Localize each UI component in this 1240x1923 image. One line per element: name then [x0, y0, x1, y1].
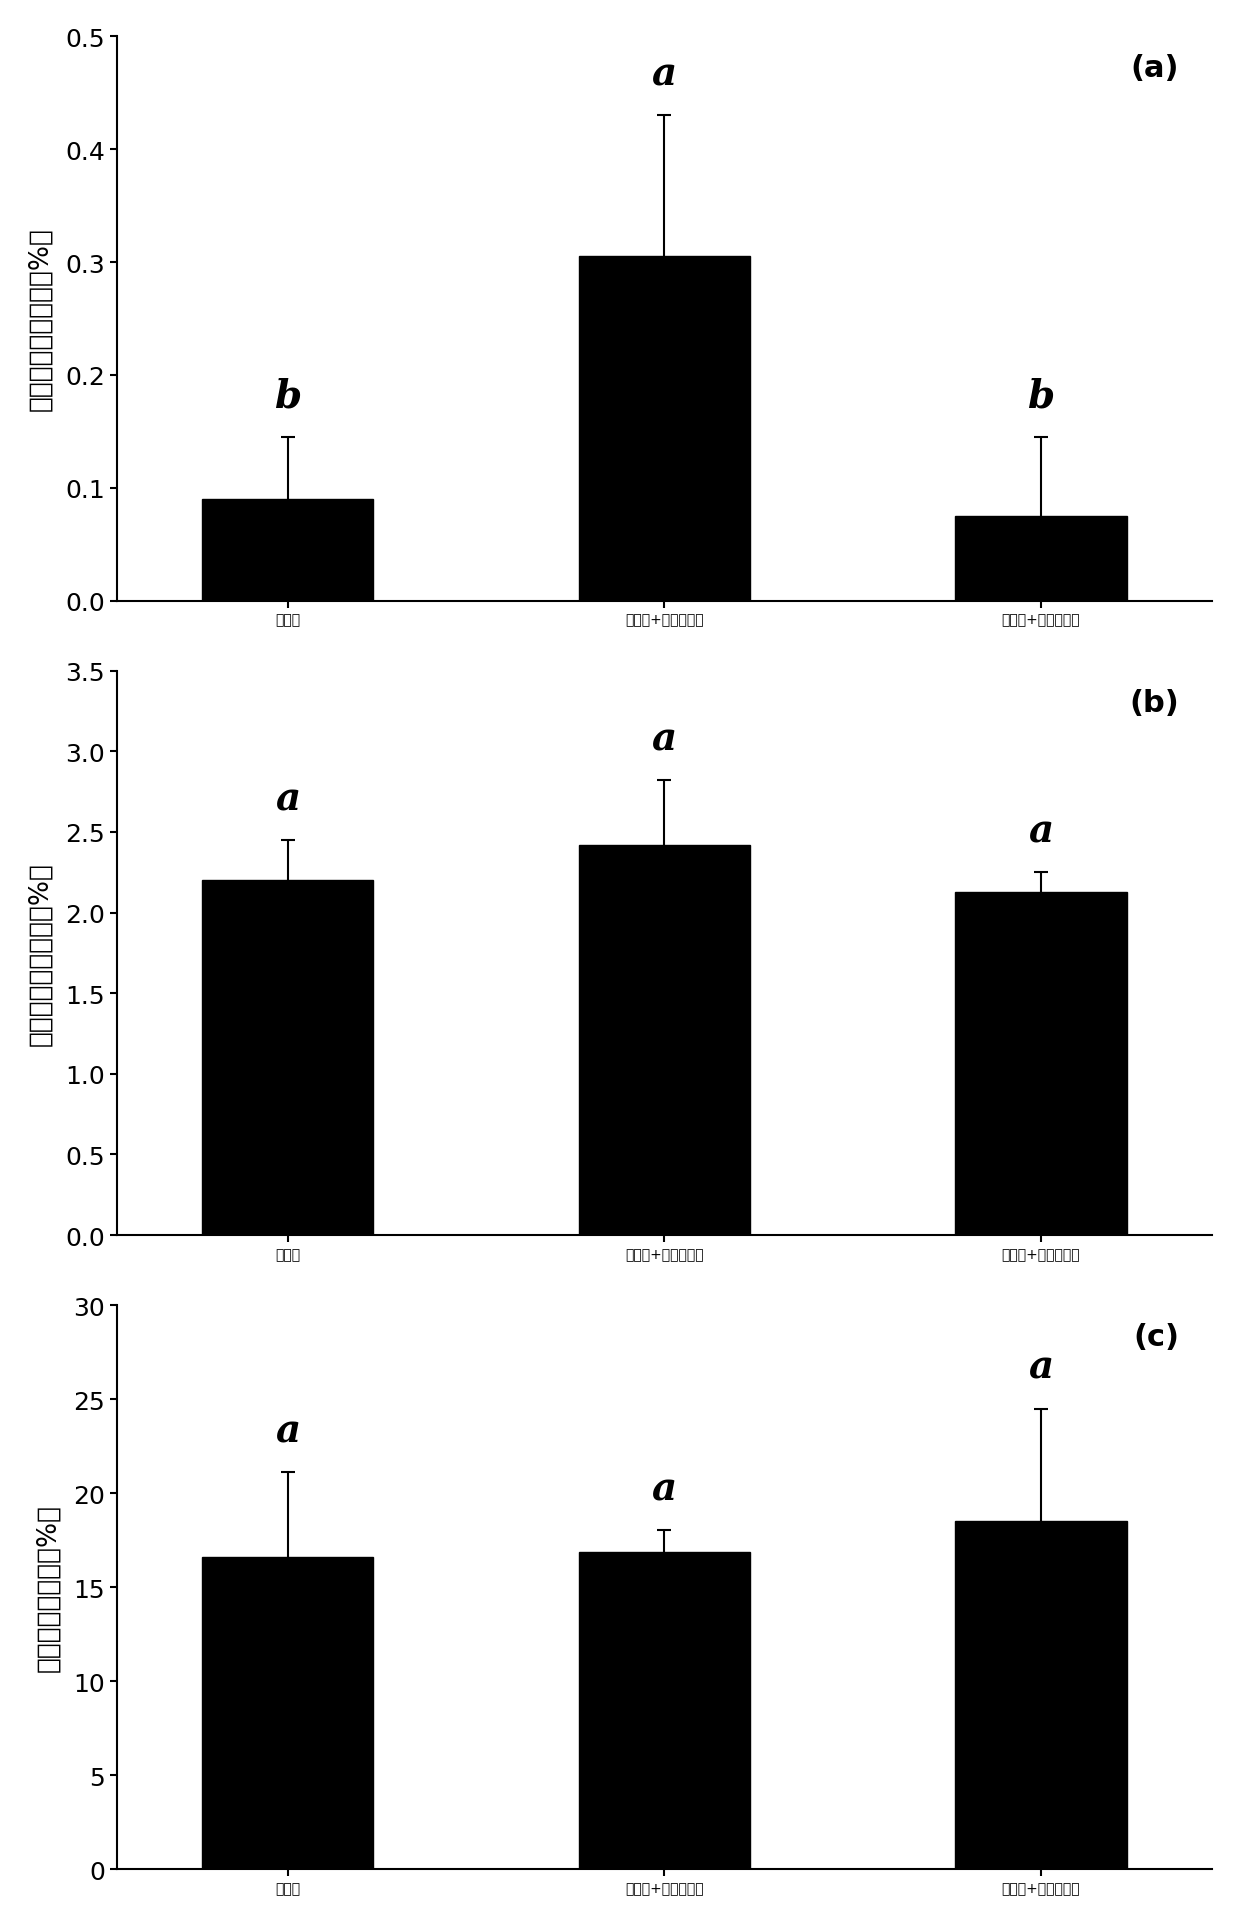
Text: a: a — [275, 1411, 300, 1450]
Text: (a): (a) — [1131, 54, 1179, 83]
Text: b: b — [1028, 377, 1054, 415]
Bar — [579, 258, 750, 602]
Text: (b): (b) — [1130, 688, 1179, 717]
Text: a: a — [1028, 1348, 1054, 1386]
Bar — [579, 846, 750, 1235]
Bar — [202, 1558, 373, 1869]
Bar — [579, 1552, 750, 1869]
Text: a: a — [652, 721, 677, 758]
Text: a: a — [652, 1469, 677, 1508]
Text: a: a — [275, 781, 300, 817]
Text: (c): (c) — [1133, 1323, 1179, 1352]
Text: b: b — [274, 377, 301, 415]
Text: a: a — [1028, 812, 1054, 850]
Text: a: a — [652, 56, 677, 94]
Y-axis label: 致病真菌相对丰度（%）: 致病真菌相对丰度（%） — [27, 862, 53, 1046]
Bar — [202, 500, 373, 602]
Bar — [956, 892, 1127, 1235]
Bar — [202, 881, 373, 1235]
Y-axis label: 降解菌相对丰度（%）: 降解菌相对丰度（%） — [36, 1504, 62, 1671]
Bar — [956, 517, 1127, 602]
Y-axis label: 共生真菌相对丰度（%）: 共生真菌相对丰度（%） — [27, 227, 53, 412]
Bar — [956, 1521, 1127, 1869]
